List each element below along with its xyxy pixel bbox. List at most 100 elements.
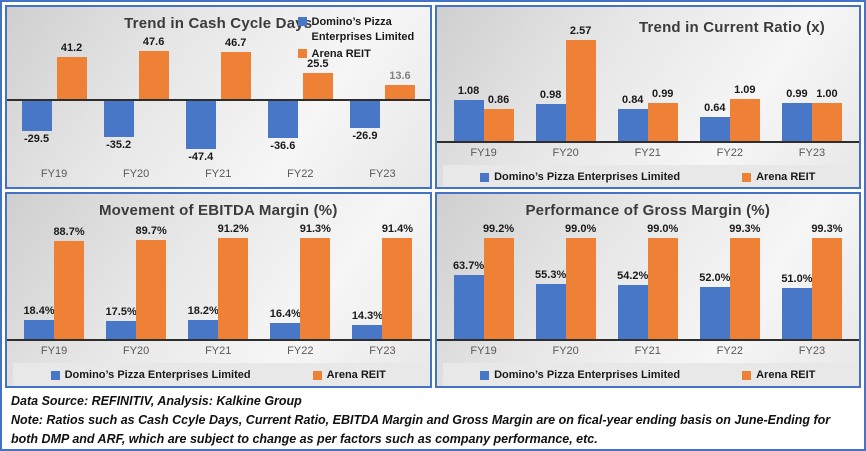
legend-item: Arena REIT bbox=[742, 369, 815, 381]
x-tick-label: FY20 bbox=[122, 168, 150, 180]
category-group-fy20: 0.98 2.57 bbox=[525, 25, 607, 143]
bar-slot: -26.9 bbox=[349, 36, 380, 164]
legend-label: Domino’s Pizza Enterprises Limited bbox=[311, 16, 415, 43]
bar-label: -35.2 bbox=[106, 138, 132, 151]
bar-slot: 99.3% bbox=[811, 223, 843, 341]
x-tick-label: FY20 bbox=[122, 345, 150, 357]
bar-label: 89.7% bbox=[135, 224, 167, 237]
bar-slot: -29.5 bbox=[21, 36, 52, 164]
chart-cash-cycle-days: Trend in Cash Cycle Days -29.5 41.2 -35.2 4… bbox=[5, 5, 432, 189]
bar-slot: 18.2% bbox=[188, 223, 219, 341]
bar-groups: 63.7% 99.2% 55.3% 99.0% 54.2% 99.0% 52.0% 99.3%… bbox=[443, 223, 854, 341]
bar-slot: 99.0% bbox=[565, 223, 596, 341]
category-group-fy19: 1.08 0.86 bbox=[443, 25, 525, 143]
bar-slot: 14.3% bbox=[352, 223, 383, 341]
legend-swatch-arena bbox=[312, 370, 322, 380]
chart-title: Performance of Gross Margin (%) bbox=[525, 202, 771, 219]
bar-arena-fy20 bbox=[138, 51, 169, 100]
bar-slot: 0.98 bbox=[535, 25, 566, 143]
bar-slot: 91.2% bbox=[218, 223, 249, 341]
bar-arena-fy19 bbox=[483, 108, 514, 143]
bar-label: 17.5% bbox=[105, 306, 137, 319]
plot-area: 18.4% 88.7% 17.5% 89.7% 18.2% 91.2% 16.4% 91.3%… bbox=[7, 223, 430, 341]
bar-dmp-fy21 bbox=[617, 284, 648, 341]
category-group-fy22: 52.0% 99.3% bbox=[689, 223, 771, 341]
legend-label: Domino’s Pizza Enterprises Limited bbox=[494, 171, 681, 183]
x-tick-label: FY23 bbox=[798, 345, 826, 357]
bar-pair: 0.98 2.57 bbox=[525, 25, 607, 143]
bar-arena-fy20 bbox=[565, 238, 596, 341]
category-group-fy23: -26.9 13.6 bbox=[341, 36, 423, 164]
bar-dmp-fy20 bbox=[535, 103, 566, 143]
x-tick-label: FY19 bbox=[40, 168, 68, 180]
legend-swatch-arena bbox=[742, 370, 752, 380]
bar-label: 52.0% bbox=[699, 272, 731, 285]
legend-swatch-dmp bbox=[480, 172, 490, 182]
bar-dmp-fy19 bbox=[21, 101, 52, 131]
bar-dmp-fy21 bbox=[617, 109, 648, 143]
bar-pair: 1.08 0.86 bbox=[443, 25, 525, 143]
bar-arena-fy19 bbox=[483, 238, 514, 341]
category-group-fy19: -29.5 41.2 bbox=[13, 36, 95, 164]
legend-swatch-arena bbox=[297, 48, 307, 58]
category-group-fy19: 63.7% 99.2% bbox=[443, 223, 525, 341]
legend: Domino’s Pizza Enterprises Limited Arena … bbox=[442, 363, 853, 386]
bar-label: -36.6 bbox=[270, 140, 296, 153]
bar-arena-fy22 bbox=[300, 238, 331, 341]
bar-label: 99.0% bbox=[565, 223, 597, 236]
legend: Domino’s Pizza Enterprises Limited Arena … bbox=[297, 15, 422, 62]
bar-slot: -47.4 bbox=[185, 36, 216, 164]
category-group-fy19: 18.4% 88.7% bbox=[13, 223, 95, 341]
bar-arena-fy20 bbox=[565, 40, 596, 143]
bar-label: 0.99 bbox=[652, 88, 674, 101]
bar-label: 0.64 bbox=[704, 102, 726, 115]
bar-pair: 52.0% 99.3% bbox=[689, 223, 771, 341]
x-axis-labels: FY19 FY20 FY21 FY22 FY23 bbox=[13, 164, 424, 184]
bar-pair: -36.6 25.5 bbox=[259, 36, 341, 164]
x-tick-label: FY20 bbox=[552, 147, 579, 159]
x-tick-label: FY22 bbox=[287, 345, 314, 357]
bar-slot: 52.0% bbox=[699, 223, 730, 341]
bar-slot: 41.2 bbox=[56, 36, 87, 164]
bar-slot: 17.5% bbox=[106, 223, 137, 341]
bar-slot: 13.6 bbox=[384, 36, 415, 164]
x-tick-label: FY23 bbox=[369, 345, 396, 357]
x-tick-label: FY22 bbox=[287, 168, 314, 180]
data-source-line: Data Source: REFINITIV, Analysis: Kalkin… bbox=[11, 394, 302, 408]
x-axis-labels: FY19 FY20 FY21 FY22 FY23 bbox=[13, 341, 424, 361]
bar-arena-fy22 bbox=[302, 73, 333, 100]
bar-dmp-fy23 bbox=[352, 324, 383, 341]
x-axis-line bbox=[7, 339, 430, 341]
x-tick-label: FY21 bbox=[205, 168, 232, 180]
bar-slot: 88.7% bbox=[53, 223, 85, 341]
bar-dmp-fy22 bbox=[699, 117, 730, 143]
bar-slot: 47.6 bbox=[138, 36, 169, 164]
bar-label: 0.84 bbox=[622, 94, 644, 107]
chart-current-ratio: Trend in Current Ratio (x) 1.08 0.86 0.98 2… bbox=[434, 5, 861, 189]
category-group-fy20: -35.2 47.6 bbox=[95, 36, 177, 164]
x-tick-label: FY23 bbox=[798, 147, 826, 159]
legend-item: Arena REIT bbox=[742, 171, 815, 183]
category-group-fy21: 0.84 0.99 bbox=[607, 25, 689, 143]
bar-label: 18.4% bbox=[23, 305, 55, 318]
bar-label: 55.3% bbox=[535, 268, 567, 281]
category-group-fy22: 16.4% 91.3% bbox=[259, 223, 341, 341]
plot-area: 63.7% 99.2% 55.3% 99.0% 54.2% 99.0% 52.0% 99.3%… bbox=[436, 223, 859, 341]
bar-label: 47.6 bbox=[142, 36, 165, 48]
bar-slot: 0.99 bbox=[781, 25, 812, 143]
bar-dmp-fy20 bbox=[103, 101, 134, 137]
category-group-fy21: 54.2% 99.0% bbox=[607, 223, 689, 341]
legend: Domino’s Pizza Enterprises Limited Arena … bbox=[13, 363, 424, 386]
bar-slot: 2.57 bbox=[565, 25, 596, 143]
chart-ebitda-margin: Movement of EBITDA Margin (%) 18.4% 88.7%… bbox=[5, 192, 432, 388]
bar-pair: 63.7% 99.2% bbox=[443, 223, 525, 341]
bar-label: 88.7% bbox=[53, 226, 85, 239]
bar-pair: -47.4 46.7 bbox=[177, 36, 259, 164]
bar-label: 13.6 bbox=[389, 70, 411, 83]
bar-pair: -29.5 41.2 bbox=[13, 36, 95, 164]
bar-label: -26.9 bbox=[352, 130, 378, 143]
bar-slot: 0.64 bbox=[699, 25, 730, 143]
bar-arena-fy19 bbox=[54, 241, 85, 341]
category-group-fy20: 17.5% 89.7% bbox=[95, 223, 177, 341]
